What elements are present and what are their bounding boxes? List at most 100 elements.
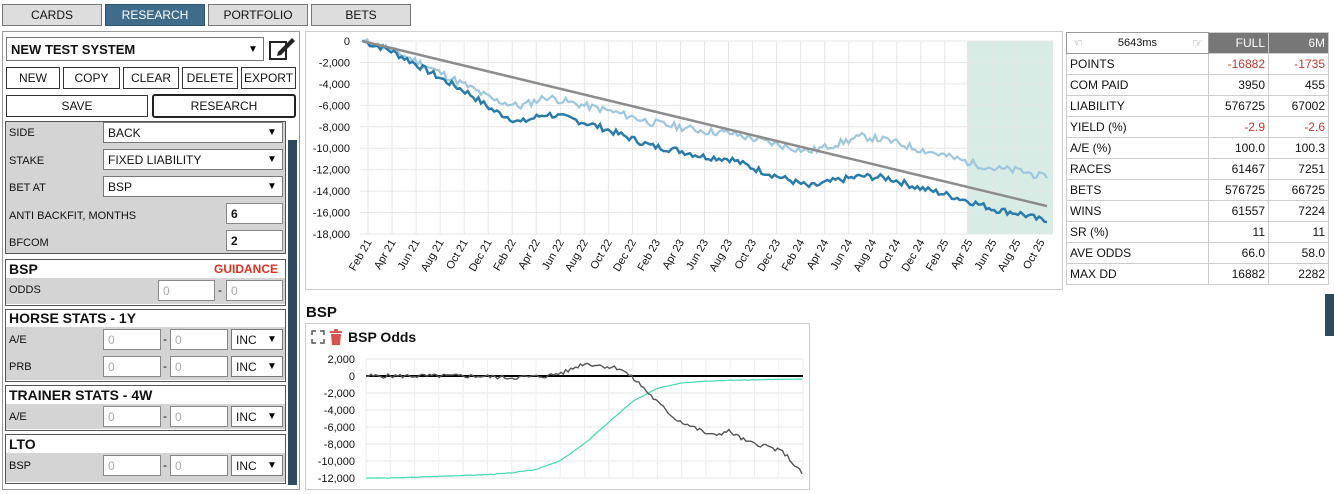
y-tick-label: -12,000 bbox=[318, 473, 355, 485]
stats-6m-value: -1735 bbox=[1268, 53, 1329, 75]
lto-bsp-to-input[interactable]: 0 bbox=[170, 455, 228, 476]
stats-label: COM PAID bbox=[1066, 74, 1209, 96]
tab-portfolio[interactable]: PORTFOLIO bbox=[208, 4, 308, 26]
betat-select[interactable]: BSP ▼ bbox=[103, 176, 283, 197]
range-dash: - bbox=[163, 332, 167, 346]
scrollbar-thumb-right[interactable] bbox=[1325, 294, 1334, 336]
stats-full-value: 61557 bbox=[1208, 200, 1269, 222]
trainer-ae-from-input[interactable]: 0 bbox=[103, 406, 161, 427]
stats-row: RACES 61467 7251 bbox=[1066, 158, 1329, 180]
stats-row: SR (%) 11 11 bbox=[1066, 221, 1329, 243]
y-tick-label: -2,000 bbox=[324, 388, 355, 400]
tab-bets[interactable]: BETS bbox=[311, 4, 411, 26]
x-tick-label: Dec 22 bbox=[611, 238, 639, 274]
x-tick-label: Aug 21 bbox=[419, 238, 447, 274]
trainer-ae-to-input[interactable]: 0 bbox=[170, 406, 228, 427]
stats-table: ☜ 5643ms ☞ FULL 6M POINTS -16882 -1735 COM … bbox=[1066, 32, 1329, 285]
stats-6m-value: 11 bbox=[1268, 221, 1329, 243]
y-tick-label: -12,000 bbox=[313, 165, 350, 177]
chevron-down-icon: ▼ bbox=[248, 43, 258, 55]
bsp-odds-to-input[interactable]: 0 bbox=[226, 280, 283, 301]
stake-select[interactable]: FIXED LIABILITY ▼ bbox=[103, 149, 283, 170]
stats-6m-value: 67002 bbox=[1268, 95, 1329, 117]
y-tick-label: -4,000 bbox=[319, 79, 350, 91]
timer-cell: ☜ 5643ms ☞ bbox=[1066, 32, 1209, 54]
stats-full-value: 100.0 bbox=[1208, 137, 1269, 159]
edit-icon[interactable] bbox=[268, 36, 296, 62]
bsp-odds-chart: 2,000 0 -2,000 -4,000 -6,000 -8,000 -10,000 -12… bbox=[318, 354, 804, 485]
stats-full-value: -2.9 bbox=[1208, 116, 1269, 138]
tab-research[interactable]: RESEARCH bbox=[105, 4, 205, 26]
inc-value: INC bbox=[236, 359, 257, 374]
lto-bsp-label: BSP bbox=[9, 460, 32, 472]
new-button[interactable]: NEW bbox=[6, 67, 60, 89]
horse-ae-inc-select[interactable]: INC ▼ bbox=[231, 329, 283, 350]
stats-6m-value: 100.3 bbox=[1268, 137, 1329, 159]
antibackfit-input[interactable]: 6 bbox=[226, 203, 283, 224]
bsp-odds-chart-panel: BSP Odds 2,000 0 -2,000 -4,000 -6,000 -8,000 -… bbox=[305, 323, 810, 490]
pointing-right-icon[interactable]: ☞ bbox=[1192, 36, 1203, 50]
bsp-odds-label: ODDS bbox=[9, 284, 41, 296]
series-line-grey bbox=[365, 362, 803, 475]
expand-icon[interactable] bbox=[311, 330, 325, 344]
side-select[interactable]: BACK ▼ bbox=[103, 122, 283, 143]
y-tick-label: -8,000 bbox=[324, 439, 355, 451]
horse-prb-from-input[interactable]: 0 bbox=[103, 356, 161, 377]
points-chart-panel: 0 -2,000 -4,000 -6,000 -8,000 -10,000 -12,000 -… bbox=[305, 31, 1063, 290]
system-select[interactable]: NEW TEST SYSTEM ▼ bbox=[6, 37, 264, 61]
stats-label: A/E (%) bbox=[1066, 137, 1209, 159]
y-tick-label: -6,000 bbox=[319, 100, 350, 112]
export-button[interactable]: EXPORT bbox=[241, 67, 296, 89]
stats-6m-value: -2.6 bbox=[1268, 116, 1329, 138]
stats-full-value: -16882 bbox=[1208, 53, 1269, 75]
lto-bsp-inc-select[interactable]: INC ▼ bbox=[231, 455, 283, 476]
lto-bsp-from-input[interactable]: 0 bbox=[103, 455, 161, 476]
highlight-region bbox=[966, 41, 1053, 234]
copy-button[interactable]: COPY bbox=[63, 67, 120, 89]
guidance-link[interactable]: GUIDANCE bbox=[214, 262, 279, 276]
chevron-down-icon: ▼ bbox=[267, 361, 277, 372]
lower-section-title: BSP bbox=[306, 304, 337, 321]
x-tick-label: Aug 23 bbox=[707, 238, 735, 274]
x-tick-label: Feb 21 bbox=[347, 238, 375, 274]
horse-prb-to-input[interactable]: 0 bbox=[170, 356, 228, 377]
side-value: BACK bbox=[108, 125, 141, 140]
series-line-teal bbox=[365, 378, 803, 479]
delete-button[interactable]: DELETE bbox=[182, 67, 238, 89]
x-tick-label: Dec 21 bbox=[467, 238, 495, 274]
betat-value: BSP bbox=[108, 179, 133, 194]
bfcom-input[interactable]: 2 bbox=[226, 230, 283, 251]
scrollbar-thumb[interactable] bbox=[288, 140, 297, 485]
stats-label: BETS bbox=[1066, 179, 1209, 201]
stats-row: BETS 576725 66725 bbox=[1066, 179, 1329, 201]
y-tick-label: 2,000 bbox=[327, 354, 355, 366]
y-tick-label: -14,000 bbox=[313, 186, 350, 198]
bsp-odds-from-input[interactable]: 0 bbox=[158, 280, 215, 301]
stats-row: A/E (%) 100.0 100.3 bbox=[1066, 137, 1329, 159]
x-tick-label: Feb 25 bbox=[924, 238, 952, 274]
stats-row: COM PAID 3950 455 bbox=[1066, 74, 1329, 96]
stats-full-value: 61467 bbox=[1208, 158, 1269, 180]
clear-button[interactable]: CLEAR bbox=[123, 67, 179, 89]
side-label: SIDE bbox=[9, 127, 35, 139]
stats-6m-value: 7251 bbox=[1268, 158, 1329, 180]
trainer-ae-label: A/E bbox=[9, 411, 27, 423]
tab-cards[interactable]: CARDS bbox=[2, 4, 102, 26]
horse-ae-to-input[interactable]: 0 bbox=[170, 329, 228, 350]
y-tick-label: -4,000 bbox=[324, 405, 355, 417]
y-tick-label: -8,000 bbox=[319, 122, 350, 134]
stats-full-value: 576725 bbox=[1208, 179, 1269, 201]
stats-label: SR (%) bbox=[1066, 221, 1209, 243]
trainer-stats-title: TRAINER STATS - 4W bbox=[9, 387, 153, 403]
pointing-left-icon[interactable]: ☜ bbox=[1072, 36, 1083, 50]
stats-row: WINS 61557 7224 bbox=[1066, 200, 1329, 222]
save-button[interactable]: SAVE bbox=[6, 95, 148, 117]
x-tick-label: Oct 25 bbox=[1021, 238, 1048, 272]
horse-ae-from-input[interactable]: 0 bbox=[103, 329, 161, 350]
trash-icon[interactable] bbox=[329, 329, 343, 345]
inc-value: INC bbox=[236, 332, 257, 347]
trainer-ae-inc-select[interactable]: INC ▼ bbox=[231, 406, 283, 427]
range-dash: - bbox=[218, 283, 222, 297]
research-button[interactable]: RESEARCH bbox=[152, 94, 296, 118]
horse-prb-inc-select[interactable]: INC ▼ bbox=[231, 356, 283, 377]
